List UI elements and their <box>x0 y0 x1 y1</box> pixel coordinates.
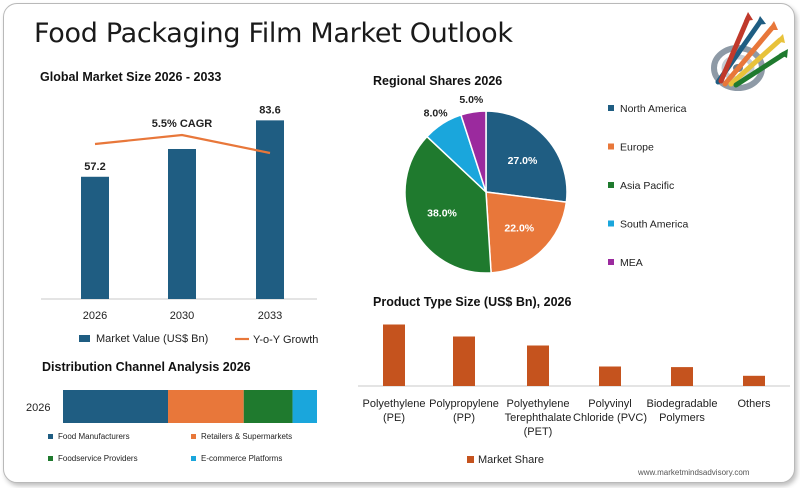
segment-retailers-supermarkets <box>168 390 244 423</box>
segment-foodservice-providers <box>243 390 293 423</box>
pie-value-label: 38.0% <box>427 208 457 220</box>
distribution-stacked-bar: 2026 Food Manufacturers Retailers & Superm… <box>26 390 317 463</box>
arrows-target-logo-icon <box>711 12 788 91</box>
x-tick-label: (PE) <box>383 412 405 424</box>
legend-swatch <box>608 143 614 150</box>
pie-slice-mea <box>460 110 487 193</box>
legend-label-growth: Y-o-Y Growth <box>253 334 318 346</box>
legend-swatch <box>608 259 614 265</box>
page-title: Food Packaging Film Market Outlook <box>34 18 513 49</box>
market-size-chart: 57.2 2026 2030 83.6 2033 5.5% CAGR Market Valu… <box>41 104 318 346</box>
cagr-annotation: 5.5% CAGR <box>152 118 213 130</box>
pie-value-label: 5.0% <box>459 94 484 106</box>
x-tick-label: Chloride (PVC) <box>573 412 647 424</box>
pie-slice-europe <box>485 191 568 274</box>
pie-value-label: 22.0% <box>504 222 534 234</box>
x-tick-label: Polyethylene <box>507 398 570 410</box>
legend-swatch <box>608 220 614 227</box>
bar-others <box>743 375 765 386</box>
x-tick-label: Polypropylene <box>429 398 499 410</box>
legend-swatch-market-share <box>467 456 474 463</box>
x-tick-label: Others <box>737 398 771 410</box>
legend-swatch <box>48 456 53 461</box>
footer-url: www.marketmindsadvisory.com <box>638 468 750 477</box>
x-tick-label: 2033 <box>258 310 282 322</box>
bar-value-label: 57.2 <box>84 161 105 173</box>
x-tick-label: 2030 <box>170 310 194 322</box>
legend-label: Food Manufacturers <box>58 432 130 441</box>
bar-polyethylene-terephthalate-pet- <box>527 345 549 386</box>
legend-label: Europe <box>620 142 654 154</box>
infographic-frame: Food Packaging Film Market Outlook Globa… <box>3 3 795 483</box>
bar-polypropylene-pp- <box>453 336 475 386</box>
legend-swatch <box>608 105 614 111</box>
bar-2030 <box>168 148 196 299</box>
row-label: 2026 <box>26 402 50 414</box>
x-tick-label: Polyethylene <box>363 398 426 410</box>
bar-biodegradable-polymers <box>671 367 693 386</box>
bar-polyvinyl-chloride-pvc- <box>599 366 621 386</box>
legend-swatch-market-value <box>79 335 90 342</box>
legend-swatch <box>48 434 53 439</box>
legend-label: Asia Pacific <box>620 180 674 192</box>
x-tick-label: (PET) <box>524 426 553 438</box>
bar-value-label: 83.6 <box>259 104 280 116</box>
legend-label-market-value: Market Value (US$ Bn) <box>96 333 208 345</box>
segment-e-commerce-platforms <box>292 390 317 423</box>
legend-label: South America <box>620 219 688 231</box>
regional-shares-title: Regional Shares 2026 <box>373 74 503 88</box>
x-tick-label: Biodegradable <box>647 398 718 410</box>
legend-label-market-share: Market Share <box>478 454 544 466</box>
segment-food-manufacturers <box>63 390 169 423</box>
legend-label: MEA <box>620 257 643 269</box>
market-size-title: Global Market Size 2026 - 2033 <box>40 70 222 84</box>
x-tick-label: Polyvinyl <box>588 398 631 410</box>
legend-swatch <box>191 434 196 439</box>
legend-label: Foodservice Providers <box>58 454 138 463</box>
bar-2033 <box>256 120 284 299</box>
legend-swatch <box>608 182 614 188</box>
regional-pie-chart: 27.0% 22.0% 38.0% 8.0% 5.0% North America Euro… <box>404 94 688 274</box>
pie-value-label: 8.0% <box>424 108 449 120</box>
product-type-title: Product Type Size (US$ Bn), 2026 <box>373 295 572 309</box>
x-tick-label: Terephthalate <box>505 412 572 424</box>
growth-line <box>94 133 271 155</box>
legend-swatch <box>191 456 196 461</box>
x-tick-label: Polymers <box>659 412 705 424</box>
legend-label: E-commerce Platforms <box>201 454 282 463</box>
bar-polyethylene-pe- <box>383 324 405 386</box>
pie-slice-north-america <box>485 110 568 203</box>
pie-slice-asia-pacific <box>404 135 492 274</box>
legend-label: North America <box>620 103 687 115</box>
x-tick-label: (PP) <box>453 412 475 424</box>
distribution-title: Distribution Channel Analysis 2026 <box>42 360 251 374</box>
bar-2026 <box>81 176 109 299</box>
legend-label: Retailers & Supermarkets <box>201 432 292 441</box>
pie-value-label: 27.0% <box>508 155 538 167</box>
x-tick-label: 2026 <box>83 310 107 322</box>
product-type-chart: Polyethylene (PE) Polypropylene (PP) Polyeth… <box>358 324 790 466</box>
